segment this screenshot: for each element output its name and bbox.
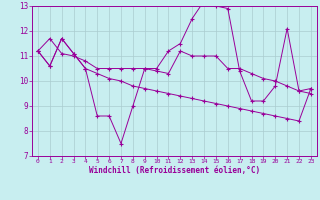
X-axis label: Windchill (Refroidissement éolien,°C): Windchill (Refroidissement éolien,°C) bbox=[89, 166, 260, 175]
